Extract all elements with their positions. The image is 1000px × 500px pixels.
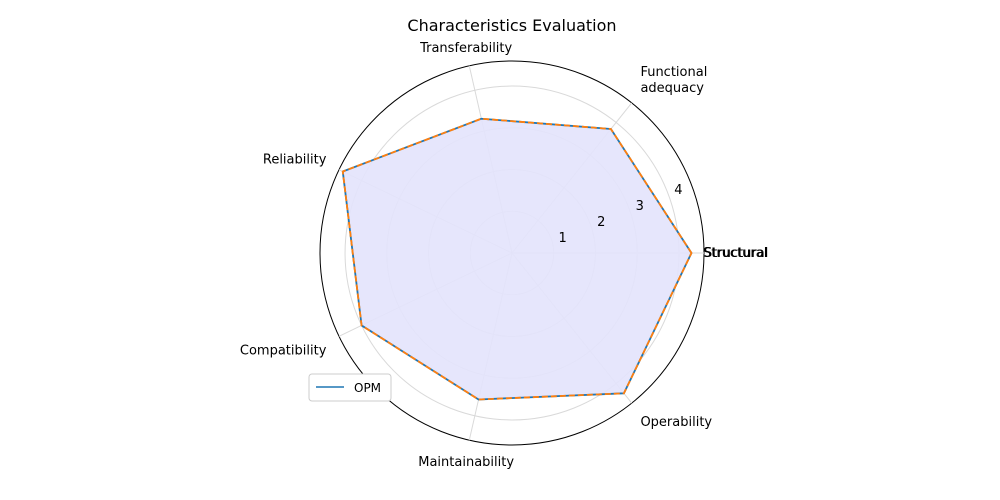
radial-ticks: 1 2 3 4 <box>559 183 683 246</box>
legend: OPM <box>308 373 392 402</box>
radial-tick-2: 2 <box>597 215 605 230</box>
series-lines <box>341 117 693 401</box>
category-label-0: Structural <box>703 246 767 261</box>
category-label-5: Maintainability <box>418 455 514 470</box>
category-label-2: Transferability <box>419 41 512 56</box>
category-label-4: Compatibility <box>240 343 327 358</box>
category-labels: Structural Functional adequacy Transferabil… <box>240 41 768 470</box>
legend-box <box>308 373 392 402</box>
category-label-1: Functional adequacy <box>640 65 707 96</box>
legend-label-opm: OPM <box>354 381 381 395</box>
chart-title: Characteristics Evaluation <box>407 16 616 35</box>
category-label-3: Reliability <box>263 153 327 168</box>
radial-tick-3: 3 <box>636 199 644 214</box>
series-line-1 <box>341 117 693 401</box>
category-label-6: Operability <box>640 415 712 430</box>
category-label-duplicate: Structural <box>704 246 768 261</box>
radial-tick-4: 4 <box>674 183 682 198</box>
radial-tick-1: 1 <box>559 231 567 246</box>
area-polygon <box>342 118 692 400</box>
area-fill <box>342 118 692 400</box>
